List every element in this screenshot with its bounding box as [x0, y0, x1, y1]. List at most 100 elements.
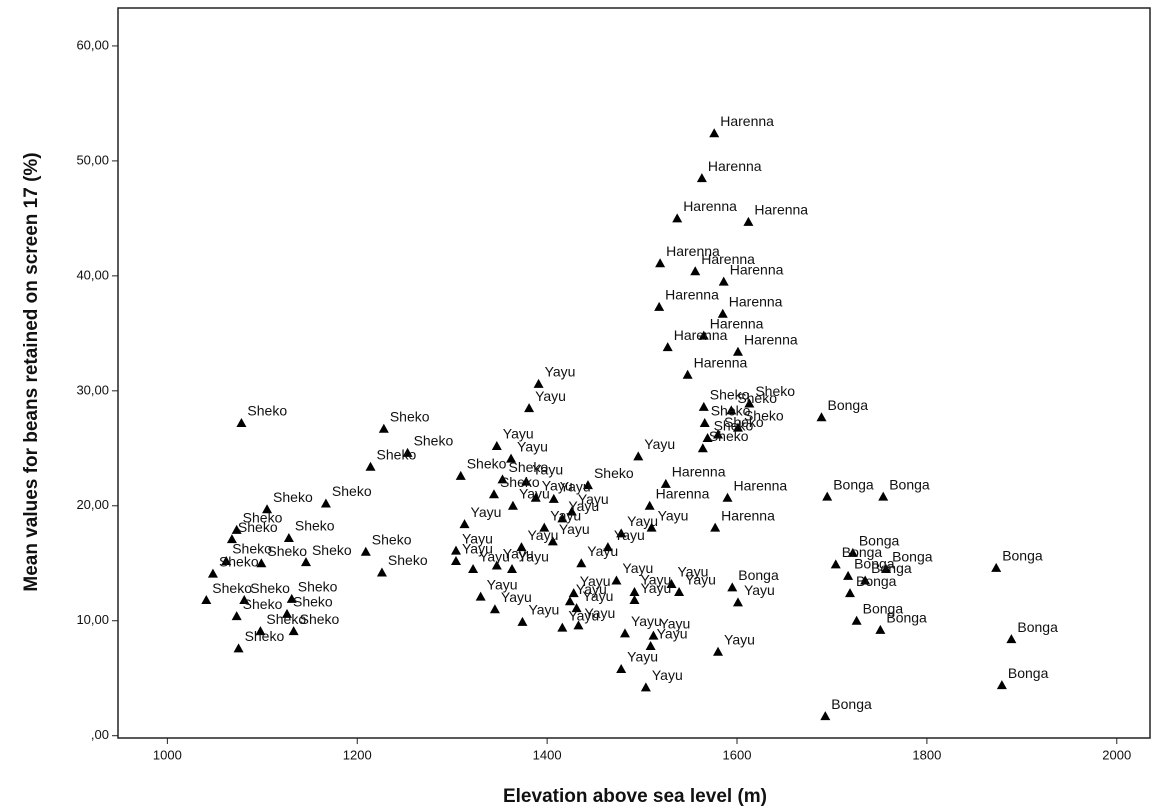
point: [548, 493, 559, 503]
point: [611, 575, 622, 585]
point-label: Yayu: [644, 436, 675, 452]
y-tick-label: 10,00: [76, 612, 109, 627]
point: [365, 461, 376, 471]
point: [727, 582, 738, 592]
point: [718, 276, 729, 286]
point: [521, 476, 532, 486]
point-label: Bonga: [1017, 619, 1058, 635]
point: [450, 555, 461, 565]
point: [843, 570, 854, 580]
point: [816, 412, 827, 422]
point-label: Sheko: [467, 456, 507, 472]
point: [648, 630, 659, 640]
point: [698, 330, 709, 340]
point-label: Yayu: [627, 649, 658, 665]
point-label: Sheko: [266, 611, 306, 627]
point: [489, 604, 500, 614]
point-label: Bonga: [856, 573, 897, 589]
point: [475, 591, 486, 601]
point-label: Yayu: [517, 438, 548, 454]
point: [573, 620, 584, 630]
point-label: Bonga: [842, 544, 883, 560]
point-label: Sheko: [212, 580, 252, 596]
point-label: Sheko: [238, 519, 278, 535]
point: [497, 474, 508, 484]
point-label: Sheko: [300, 611, 340, 627]
point-label: Bonga: [831, 696, 872, 712]
point-label: Yayu: [724, 631, 755, 647]
point: [571, 603, 582, 613]
point-label: Yayu: [744, 582, 775, 598]
point-label: Sheko: [312, 542, 352, 558]
point: [645, 641, 656, 651]
point: [732, 597, 743, 607]
point-label: Yayu: [528, 602, 559, 618]
point: [320, 498, 331, 508]
point: [713, 646, 724, 656]
point-label: Yayu: [545, 364, 576, 380]
point-label: Bonga: [738, 567, 779, 583]
point-label: Yayu: [640, 580, 671, 596]
point-label: Bonga: [863, 600, 904, 616]
point: [660, 478, 671, 488]
y-tick-label: 50,00: [76, 152, 109, 167]
point: [996, 680, 1007, 690]
point-label: Sheko: [295, 518, 335, 534]
point-label: Harenna: [683, 198, 737, 214]
point: [878, 491, 889, 501]
point-label: Yayu: [658, 507, 689, 523]
point-label: Bonga: [886, 610, 927, 626]
point-label: Sheko: [755, 383, 795, 399]
point: [690, 266, 701, 276]
point-label: Bonga: [833, 476, 874, 492]
point-label: Sheko: [710, 387, 750, 403]
point: [517, 616, 528, 626]
point: [221, 555, 232, 565]
point-label: Sheko: [711, 403, 751, 419]
point-label: Yayu: [657, 626, 688, 642]
point: [1006, 634, 1017, 644]
point-label: Harenna: [734, 477, 788, 493]
point-label: Yayu: [501, 589, 532, 605]
point-label: Sheko: [372, 531, 412, 547]
point: [830, 559, 841, 569]
point: [654, 301, 665, 311]
point-label: Sheko: [293, 594, 333, 610]
y-axis-title: Mean values for beans retained on screen…: [21, 152, 42, 591]
point: [566, 506, 577, 516]
point: [557, 622, 568, 632]
point: [732, 346, 743, 356]
point-label: Yayu: [535, 388, 566, 404]
point: [875, 624, 886, 634]
point: [281, 608, 292, 618]
point-label: Harenna: [710, 315, 764, 331]
point: [682, 369, 693, 379]
point: [506, 453, 517, 463]
point-label: Yayu: [462, 530, 493, 546]
y-tick-label: ,00: [91, 727, 109, 742]
point-label: Sheko: [744, 407, 784, 423]
point-label: Harenna: [665, 287, 719, 303]
point: [300, 557, 311, 567]
point-label: Sheko: [243, 596, 283, 612]
point: [616, 664, 627, 674]
point-label: Sheko: [219, 553, 259, 569]
point-label: Yayu: [462, 541, 493, 557]
point: [207, 568, 218, 578]
point-label: Harenna: [708, 158, 762, 174]
point-label: Yayu: [652, 667, 683, 683]
point-label: Sheko: [500, 474, 540, 490]
point: [820, 711, 831, 721]
point-label: Sheko: [332, 483, 372, 499]
point: [722, 492, 733, 502]
point-label: Yayu: [576, 581, 607, 597]
point-label: Yayu: [542, 477, 573, 493]
point: [662, 342, 673, 352]
point: [710, 522, 721, 532]
point: [619, 628, 630, 638]
point-label: Yayu: [503, 545, 534, 561]
point: [640, 682, 651, 692]
point-label: Sheko: [724, 414, 764, 430]
point-label: Harenna: [744, 331, 798, 347]
point: [991, 562, 1002, 572]
